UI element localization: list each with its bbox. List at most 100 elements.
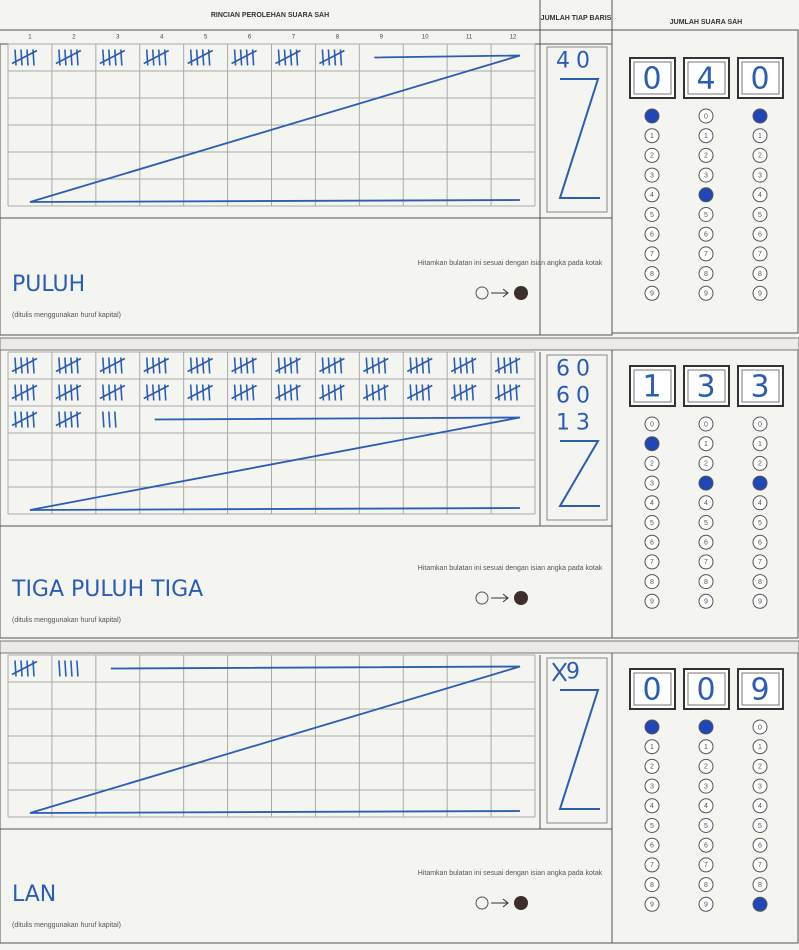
written-words: TIGA PULUH TIGA [11, 577, 203, 602]
row-total: 60 [556, 384, 596, 409]
bubble-label: 4 [650, 803, 654, 810]
bubble-label: 4 [704, 500, 708, 507]
bubble-label: 9 [650, 902, 654, 909]
bubble [644, 266, 660, 282]
bubble [698, 837, 714, 853]
tally-stroke [319, 49, 345, 66]
bubble-label: 6 [758, 540, 762, 547]
bubble [698, 416, 714, 432]
bubble [698, 207, 714, 222]
bubble-label: 7 [704, 251, 708, 258]
instruction: Hitamkan bulatan ini sesuai dengan isian… [418, 565, 603, 572]
bubble-label: 3 [758, 783, 762, 790]
digit-box [737, 365, 784, 407]
tally [450, 357, 477, 374]
digit-box-inner [741, 672, 780, 706]
tally-stroke [406, 384, 433, 401]
tally [55, 384, 82, 401]
bubble [698, 719, 714, 735]
tally [319, 384, 345, 401]
tally [494, 357, 521, 374]
bubble [752, 285, 768, 301]
bubble [698, 475, 714, 491]
bubble [698, 778, 714, 794]
z-strike [29, 665, 521, 814]
column-number: 5 [204, 35, 208, 41]
column-number: 1 [28, 35, 32, 41]
tally [275, 357, 301, 374]
bubble [644, 877, 660, 893]
bubble [698, 285, 714, 301]
bubble-label: 6 [704, 232, 708, 239]
bubble [752, 574, 768, 590]
bubble-label: 4 [758, 803, 762, 810]
row-total-box [546, 657, 608, 824]
bubble-label: 8 [704, 579, 708, 586]
tally [55, 49, 82, 66]
arrow [491, 593, 509, 603]
digit-box [629, 668, 676, 710]
z-strike [29, 416, 521, 511]
bubble-label: 3 [650, 480, 654, 487]
bubble-label: 9 [758, 291, 762, 298]
bubble-label: 7 [758, 862, 762, 869]
bubble [644, 574, 660, 590]
digit-box [737, 668, 784, 710]
total-digit: 4 [696, 62, 715, 97]
bubble-label: 8 [650, 882, 654, 889]
bubble [644, 285, 660, 301]
example-empty [475, 286, 489, 300]
row-total: 60 [556, 357, 596, 382]
z-strike [29, 54, 521, 203]
bubble [752, 416, 768, 432]
bubble-label: 3 [650, 172, 654, 179]
bubble-label: 7 [650, 559, 654, 566]
example-filled [514, 896, 528, 910]
bubble-label: 0 [704, 113, 708, 120]
bubble [752, 837, 768, 853]
column-number: 3 [116, 35, 120, 41]
bubble-label: 5 [704, 520, 708, 527]
digit-box [683, 365, 730, 407]
tally-stroke [275, 49, 301, 66]
tally [275, 49, 301, 66]
bubble-label: 5 [758, 212, 762, 219]
note: (ditulis menggunakan huruf kapital) [12, 617, 121, 624]
tally [362, 384, 389, 401]
bubble-label: 1 [704, 133, 708, 140]
bubble [698, 128, 714, 144]
bubble [644, 128, 660, 144]
bubble-label: 4 [758, 500, 762, 507]
bubble [752, 455, 768, 471]
bubble [698, 593, 714, 609]
bubble [644, 554, 660, 570]
bubble-label: 9 [704, 291, 708, 298]
tally-stroke [450, 384, 477, 401]
arrow [491, 288, 509, 298]
z-mark [558, 689, 600, 810]
bubble [698, 455, 714, 471]
bubble-label: 8 [650, 579, 654, 586]
bubble-label: 3 [758, 172, 762, 179]
digit-box-inner [633, 369, 672, 403]
bubble [698, 877, 714, 893]
bubble [752, 896, 768, 912]
tally [362, 357, 389, 374]
bubble-label: 8 [758, 579, 762, 586]
tally [11, 660, 38, 677]
bubble [644, 495, 660, 511]
example-filled [514, 286, 528, 300]
bubble [698, 246, 714, 262]
tally-stroke [143, 49, 170, 66]
bubble [698, 495, 714, 511]
bubble [752, 436, 768, 452]
digit-box-inner [633, 61, 672, 95]
digit-box-inner [687, 672, 726, 706]
bubble [752, 877, 768, 893]
tally-stroke [58, 660, 79, 677]
bubble [752, 207, 768, 222]
tally [55, 357, 82, 374]
z-mark [558, 440, 600, 507]
digit-box [629, 57, 676, 99]
